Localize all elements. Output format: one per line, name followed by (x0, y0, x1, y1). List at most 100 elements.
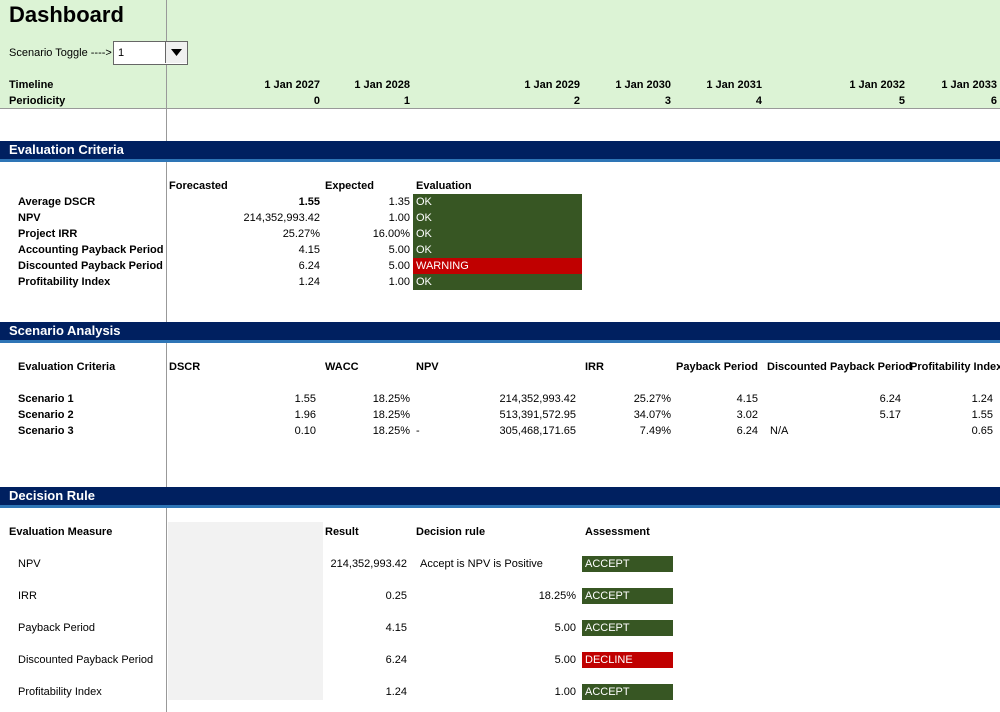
timeline-label: Timeline (9, 79, 54, 91)
expected-value: 1.00 (388, 276, 410, 288)
section-title: Decision Rule (9, 488, 95, 503)
scenario-value: 25.27% (633, 393, 671, 405)
gray-block (168, 522, 323, 700)
result-value: 1.24 (385, 686, 407, 698)
dropdown-button[interactable] (165, 42, 187, 63)
forecasted-value: 1.55 (298, 196, 320, 208)
measure-label: IRR (18, 590, 37, 602)
result-value: 0.25 (385, 590, 407, 602)
forecasted-value: 4.15 (298, 244, 320, 256)
expected-value: 5.00 (388, 244, 410, 256)
assessment-cell (582, 652, 673, 668)
result-value: 4.15 (385, 622, 407, 634)
assessment-cell (582, 684, 673, 700)
expected-value: 16.00% (372, 228, 410, 240)
evaluation-status-cell (413, 210, 582, 226)
evaluation-status: OK (416, 196, 432, 208)
column-header: Evaluation Criteria (18, 361, 116, 373)
criterion-label: NPV (18, 212, 41, 224)
forecasted-value: 25.27% (282, 228, 320, 240)
expected-value: 5.00 (388, 260, 410, 272)
result-value: 214,352,993.42 (330, 558, 407, 570)
measure-label: Discounted Payback Period (18, 654, 154, 666)
periodicity-label: Periodicity (9, 95, 66, 107)
assessment: ACCEPT (585, 558, 630, 570)
scenario-value: 18.25% (372, 393, 410, 405)
period-number: 4 (755, 95, 762, 107)
column-header: IRR (585, 361, 604, 373)
timeline-date: 1 Jan 2032 (849, 79, 905, 91)
frozen-pane-line (166, 0, 167, 712)
column-header: Evaluation Measure (9, 526, 113, 538)
result-value: 6.24 (385, 654, 407, 666)
section-bar: Decision Rule (0, 487, 1000, 508)
measure-label: Profitability Index (18, 686, 102, 698)
assessment-cell (582, 620, 673, 636)
scenario-value: 7.49% (639, 425, 671, 437)
dropdown-value: 1 (118, 47, 125, 59)
section-title: Evaluation Criteria (9, 142, 124, 157)
forecasted-value: 214,352,993.42 (243, 212, 320, 224)
column-header: NPV (416, 361, 439, 373)
evaluation-status-cell (413, 258, 582, 274)
timeline-date: 1 Jan 2029 (524, 79, 580, 91)
expected-value: 1.35 (388, 196, 410, 208)
section-bar: Evaluation Criteria (0, 141, 1000, 162)
column-header: WACC (325, 361, 359, 373)
section-bar: Scenario Analysis (0, 322, 1000, 343)
assessment: DECLINE (585, 654, 633, 666)
column-header: Decision rule (416, 526, 486, 538)
timeline-date: 1 Jan 2028 (354, 79, 410, 91)
decision-rule: Accept is NPV is Positive (420, 558, 543, 570)
evaluation-status: OK (416, 228, 432, 240)
timeline-date: 1 Jan 2027 (264, 79, 320, 91)
scenario-label: Scenario 2 (18, 409, 74, 421)
timeline-date: 1 Jan 2030 (615, 79, 671, 91)
assessment-cell (582, 556, 673, 572)
scenario-value: N/A (770, 425, 789, 437)
scenario-value: 513,391,572.95 (499, 409, 576, 421)
dropdown-arrow (171, 49, 182, 56)
column-header: Evaluation (416, 180, 472, 192)
timeline-date: 1 Jan 2031 (706, 79, 762, 91)
period-number: 2 (573, 95, 580, 107)
evaluation-status: WARNING (416, 260, 469, 272)
criterion-label: Project IRR (18, 228, 78, 240)
measure-label: Payback Period (18, 622, 96, 634)
scenario-value: 1.24 (971, 393, 993, 405)
column-header: Discounted Payback Period (767, 361, 912, 373)
column-header: Result (325, 526, 359, 538)
timeline-date: 1 Jan 2033 (941, 79, 997, 91)
criterion-label: Accounting Payback Period (18, 244, 164, 256)
forecasted-value: 1.24 (298, 276, 320, 288)
scenario-value: 0.65 (971, 425, 993, 437)
period-number: 6 (990, 95, 997, 107)
assessment-cell (582, 588, 673, 604)
scenario-value: 34.07% (633, 409, 671, 421)
scenario-value: 4.15 (736, 393, 758, 405)
decision-rule: 1.00 (554, 686, 576, 698)
column-header: Assessment (585, 526, 650, 538)
scenario-value: 214,352,993.42 (499, 393, 576, 405)
criterion-label: Discounted Payback Period (18, 260, 163, 272)
sign: - (416, 425, 420, 437)
scenario-value: 1.96 (294, 409, 316, 421)
scenario-value: 18.25% (372, 409, 410, 421)
measure-label: NPV (18, 558, 41, 570)
scenario-label: Scenario 1 (18, 393, 74, 405)
scenario-value: 5.17 (879, 409, 901, 421)
evaluation-status: OK (416, 276, 432, 288)
period-number: 3 (664, 95, 671, 107)
evaluation-status-cell (413, 274, 582, 290)
decision-rule: 5.00 (554, 622, 576, 634)
forecasted-value: 6.24 (298, 260, 320, 272)
evaluation-status-cell (413, 194, 582, 210)
scenario-value: 6.24 (879, 393, 901, 405)
column-header: DSCR (169, 361, 201, 373)
scenario-dropdown[interactable]: 1 (113, 41, 188, 65)
evaluation-status-cell (413, 226, 582, 242)
evaluation-status-cell (413, 242, 582, 258)
evaluation-status: OK (416, 244, 432, 256)
period-number: 0 (313, 95, 320, 107)
